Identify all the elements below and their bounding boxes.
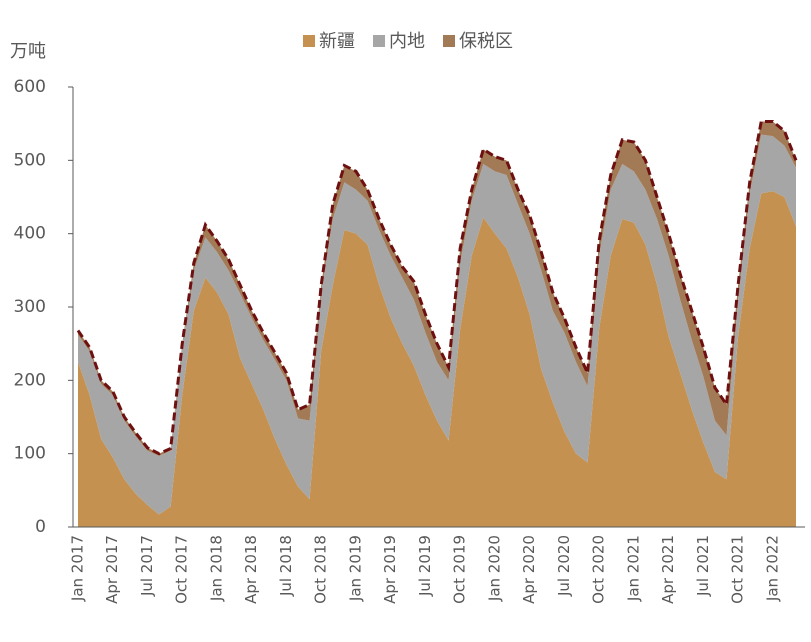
x-tick-label: Jan 2022	[763, 535, 781, 602]
y-tick-label: 400	[14, 224, 46, 244]
area	[78, 191, 796, 527]
x-tick-label: Jul 2019	[416, 535, 434, 597]
legend-label: 内地	[389, 31, 425, 52]
x-tick-label: Apr 2018	[242, 535, 260, 604]
x-tick-label: Apr 2017	[103, 535, 121, 604]
x-tick-label: Oct 2017	[173, 535, 191, 604]
y-tick-label: 500	[14, 150, 46, 170]
area	[78, 134, 796, 515]
x-tick-label: Jan 2019	[346, 535, 364, 602]
y-tick-label: 600	[14, 77, 46, 97]
legend-swatch	[443, 35, 455, 47]
legend-label: 保税区	[459, 31, 513, 52]
y-tick-label: 0	[35, 517, 46, 537]
x-tick-label: Jul 2017	[138, 535, 156, 597]
x-tick-label: Oct 2021	[729, 535, 747, 604]
y-tick-label: 300	[14, 297, 46, 317]
y-axis-label: 万吨	[10, 41, 46, 62]
x-tick-label: Jul 2020	[555, 535, 573, 597]
legend-swatch	[373, 35, 385, 47]
x-tick-label: Apr 2021	[659, 535, 677, 604]
x-tick-label: Jan 2018	[207, 535, 225, 602]
x-tick-label: Jan 2017	[69, 535, 87, 602]
x-tick-label: Jan 2021	[624, 535, 642, 602]
total-line	[76, 119, 798, 456]
legend-swatch	[303, 35, 315, 47]
y-tick-label: 200	[14, 370, 46, 390]
x-tick-label: Oct 2020	[590, 535, 608, 604]
x-tick-label: Jul 2021	[694, 535, 712, 597]
area	[78, 121, 796, 456]
x-tick-label: Jul 2018	[277, 535, 295, 597]
x-tick-label: Jan 2020	[485, 535, 503, 602]
legend: 新疆 内地 保税区	[303, 31, 513, 52]
x-tick-label: Oct 2019	[451, 535, 469, 604]
y-tick-label: 100	[14, 444, 46, 464]
x-tick-label: Apr 2020	[520, 535, 538, 604]
legend-label: 新疆	[319, 31, 355, 52]
x-tick-label: Apr 2019	[381, 535, 399, 604]
x-tick-label: Oct 2018	[312, 535, 330, 604]
